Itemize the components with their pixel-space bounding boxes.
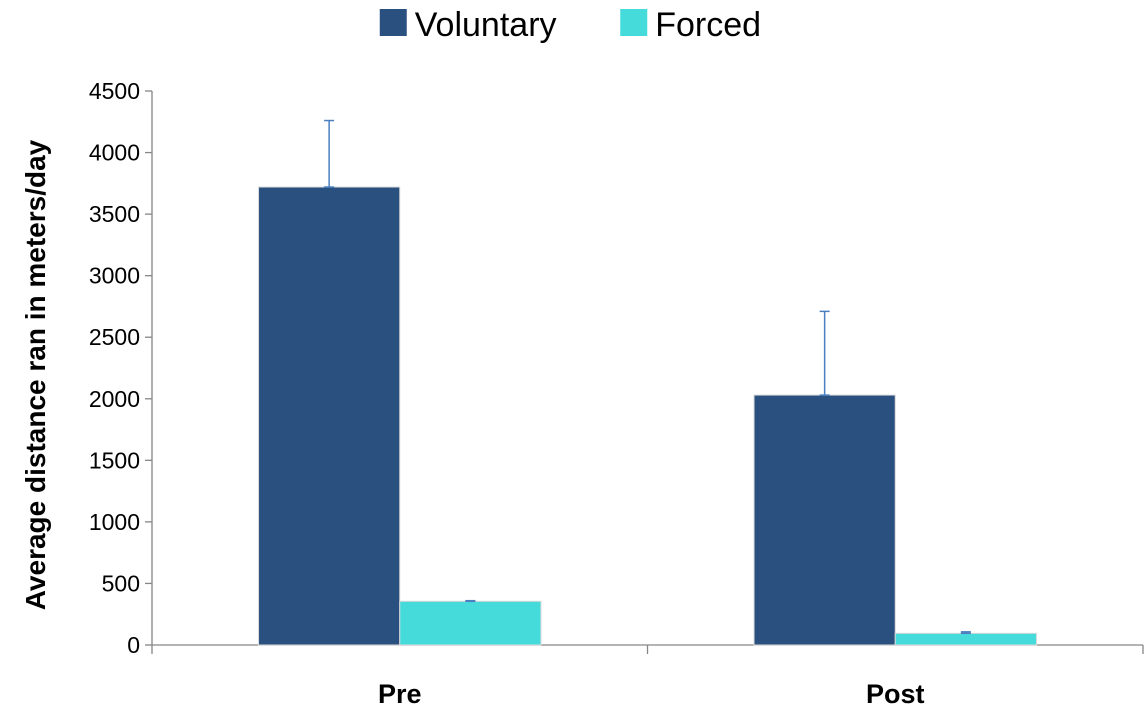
- y-tick-label: 2000: [89, 386, 140, 412]
- y-tick-label: 0: [127, 632, 140, 658]
- y-tick-label: 500: [102, 570, 140, 596]
- error-bars: [324, 119, 971, 635]
- legend-swatch-voluntary: [379, 9, 407, 36]
- y-tick-label: 2500: [89, 324, 140, 350]
- legend-label-forced: Forced: [655, 6, 761, 44]
- y-tick-label: 3500: [89, 201, 140, 227]
- x-axis: Pre Post: [151, 644, 1144, 709]
- y-tick-label: 3000: [89, 263, 140, 289]
- y-axis-label: Average distance ran in meters/day: [20, 139, 51, 610]
- bars: [258, 186, 1037, 646]
- y-tick-label: 1000: [89, 509, 140, 535]
- bar-voluntary-post: [753, 394, 896, 646]
- y-tick-label: 4000: [89, 140, 140, 166]
- y-tick-label: 4500: [89, 78, 140, 104]
- legend: Voluntary Forced: [379, 6, 761, 44]
- y-axis: 0 500 1000 1500 2000 2500 3000 3500 4000 4500: [89, 78, 153, 658]
- bar-voluntary-pre: [258, 186, 401, 646]
- x-category-label: Post: [866, 679, 925, 709]
- legend-label-voluntary: Voluntary: [415, 6, 557, 44]
- bar-forced-post: [894, 632, 1037, 646]
- x-category-label: Pre: [378, 679, 422, 709]
- bar-forced-pre: [399, 600, 542, 646]
- legend-swatch-forced: [620, 9, 648, 36]
- y-tick-label: 1500: [89, 447, 140, 473]
